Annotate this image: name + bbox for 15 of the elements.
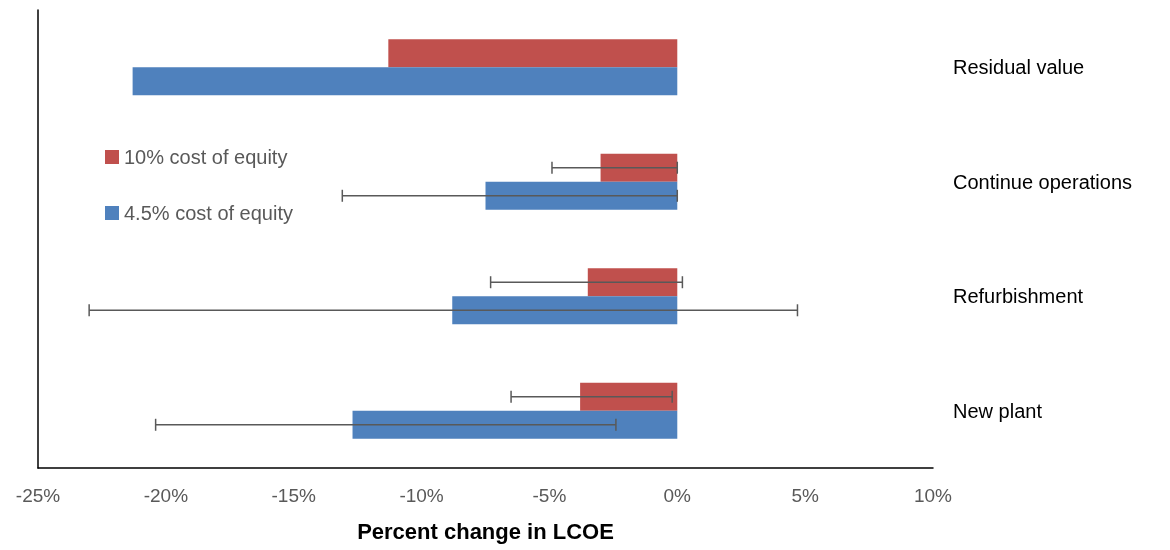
x-tick-label: -25% xyxy=(15,485,61,506)
x-tick-label: -20% xyxy=(143,485,189,506)
y-tick-label: Refurbishment xyxy=(953,285,1084,308)
x-tick-label: -15% xyxy=(271,485,316,506)
legend-label: 4.5% cost of equity xyxy=(124,202,293,224)
y-tick-label: Residual value xyxy=(953,56,1085,79)
x-axis-title: Percent change in LCOE xyxy=(357,518,614,544)
y-tick-label: Continue operations xyxy=(953,170,1133,193)
x-tick-label: 0% xyxy=(663,485,692,506)
x-tick-label: 5% xyxy=(791,485,819,506)
y-tick-label: New plant xyxy=(953,399,1043,422)
x-tick-label: -10% xyxy=(399,485,444,506)
legend-label: 10% cost of equity xyxy=(124,146,288,168)
x-tick-label: 10% xyxy=(913,485,953,506)
x-tick-label: -5% xyxy=(532,485,567,506)
